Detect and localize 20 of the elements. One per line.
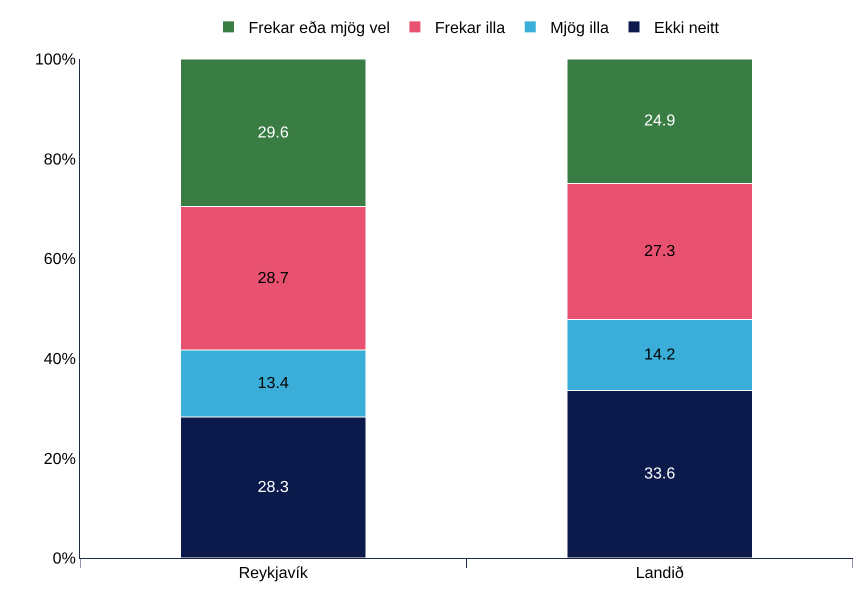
- y-tick-label: 40%: [44, 351, 76, 368]
- data-label: 24.9: [644, 112, 676, 130]
- data-label: 13.4: [258, 374, 289, 392]
- legend-label: Mjög illa: [550, 20, 610, 38]
- legend-label: Ekki neitt: [654, 20, 720, 38]
- x-tick-label: Landið: [636, 565, 684, 582]
- x-tick-label: Reykjavík: [238, 565, 309, 582]
- y-tick-label: 60%: [44, 251, 76, 268]
- data-label: 27.3: [644, 242, 676, 260]
- y-tick-label: 0%: [52, 550, 76, 568]
- y-tick-label: 100%: [34, 52, 76, 69]
- y-tick-label: 80%: [44, 151, 76, 168]
- legend-label: Frekar illa: [434, 20, 506, 38]
- data-label: 14.2: [644, 346, 676, 364]
- legend-label: Frekar eða mjög vel: [248, 20, 390, 38]
- data-label: 29.6: [258, 124, 289, 142]
- data-label: 28.7: [258, 270, 289, 287]
- data-label: 33.6: [644, 466, 676, 483]
- data-label: 28.3: [258, 478, 289, 496]
- y-tick-label: 20%: [44, 450, 76, 468]
